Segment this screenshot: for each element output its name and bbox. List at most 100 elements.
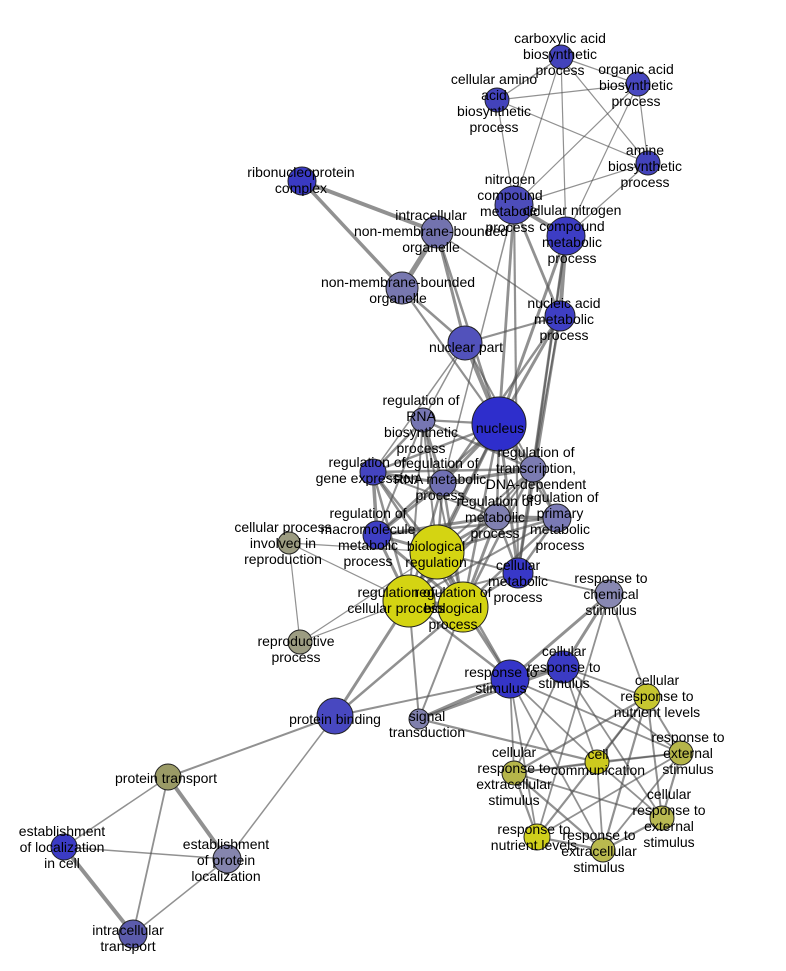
graph-edge-regRNAbio-regcell bbox=[408, 419, 424, 602]
graph-node-sigtrans[interactable] bbox=[408, 708, 430, 730]
graph-edge-respext-cellcomm bbox=[596, 752, 682, 763]
graph-edge-respstim-respextra bbox=[509, 678, 604, 851]
graph-edge-regRNAbio-regbio bbox=[422, 419, 464, 608]
graph-edge-respstim-protbind bbox=[334, 678, 511, 717]
graph-edge-nuclearpart-reggene bbox=[372, 342, 466, 473]
graph-node-cellmet[interactable] bbox=[502, 557, 534, 589]
graph-edge-cellrespnut-respextra bbox=[601, 696, 649, 851]
graph-edge-regprimary-regmacro bbox=[376, 516, 558, 537]
graph-edge-nucleus-regbio bbox=[461, 423, 501, 608]
graph-node-nucleicacid[interactable] bbox=[544, 300, 576, 332]
graph-edge-regtrans-regRNAmet bbox=[442, 467, 534, 485]
graph-node-nmb[interactable] bbox=[385, 271, 419, 305]
graph-edge-reggene-regmet bbox=[372, 471, 498, 518]
graph-node-nuclearpart[interactable] bbox=[447, 325, 483, 361]
graph-edge-cellmet-respchem bbox=[517, 572, 610, 595]
graph-edge-respnut-respext bbox=[536, 752, 682, 838]
graph-edge-prottrans-estprotloc bbox=[166, 775, 229, 861]
graph-edge-nitrogen-cellmet bbox=[512, 204, 520, 574]
graph-node-organic[interactable] bbox=[625, 71, 651, 97]
graph-edge-protbind-estprotloc bbox=[226, 715, 336, 860]
graph-edge-nucleicacid-regtrans bbox=[532, 315, 561, 470]
graph-edge-estprotloc-intratrans bbox=[132, 858, 228, 935]
graph-edge-estloc-intratrans bbox=[62, 845, 135, 936]
graph-node-estloc[interactable] bbox=[50, 833, 78, 861]
graph-node-regcell[interactable] bbox=[382, 574, 436, 628]
graph-node-prottrans[interactable] bbox=[154, 763, 182, 791]
graph-edge-cellrespstim-cellrespextra bbox=[513, 666, 564, 774]
graph-edge-respstim-respnut bbox=[509, 678, 538, 838]
graph-edge-amine-nitrogen bbox=[513, 162, 649, 206]
graph-node-amine[interactable] bbox=[635, 150, 661, 176]
graph-node-regmet[interactable] bbox=[483, 503, 511, 531]
graph-edge-amino-organic bbox=[496, 83, 639, 101]
graph-edge-cellnitrogen-nucleus bbox=[497, 235, 568, 425]
graph-node-respext[interactable] bbox=[668, 740, 694, 766]
graph-node-regprimary[interactable] bbox=[542, 503, 572, 533]
graph-node-repro[interactable] bbox=[287, 629, 313, 655]
graph-edge-cellrespstim-respext bbox=[562, 666, 682, 754]
edge-layer bbox=[62, 56, 683, 936]
graph-node-intranmb[interactable] bbox=[420, 215, 454, 249]
graph-edge-carboxylic-organic bbox=[560, 56, 639, 85]
graph-edge-nitrogen-nucleus bbox=[497, 204, 516, 425]
graph-edge-organic-cellnitrogen bbox=[565, 83, 639, 237]
graph-node-bioreg[interactable] bbox=[409, 524, 465, 580]
graph-edge-ribo-nmb bbox=[300, 179, 404, 290]
graph-edge-intranmb-nucleicacid bbox=[436, 231, 561, 317]
graph-edge-carboxylic-nitrogen bbox=[513, 56, 562, 206]
graph-node-reggene[interactable] bbox=[359, 458, 387, 486]
graph-node-cellrepro[interactable] bbox=[277, 531, 301, 555]
graph-edge-estloc-estprotloc bbox=[63, 846, 228, 860]
graph-node-regtrans[interactable] bbox=[519, 455, 547, 483]
graph-node-nitrogen[interactable] bbox=[494, 185, 534, 225]
graph-edge-prottrans-intratrans bbox=[132, 776, 169, 935]
graph-node-regRNAbio[interactable] bbox=[410, 407, 436, 433]
graph-node-respextra[interactable] bbox=[590, 837, 616, 863]
graph-node-protbind[interactable] bbox=[316, 697, 354, 735]
graph-edge-reggene-regtrans bbox=[372, 467, 534, 474]
graph-edge-nitrogen-nucleicacid bbox=[512, 204, 562, 317]
graph-node-regRNAmet[interactable] bbox=[429, 469, 457, 497]
graph-edge-respextra-cellcomm bbox=[596, 761, 604, 851]
graph-node-amino[interactable] bbox=[484, 87, 510, 113]
graph-edge-cellrespstim-cellcomm bbox=[562, 666, 598, 763]
graph-node-estprotloc[interactable] bbox=[212, 844, 242, 874]
graph-node-respchem[interactable] bbox=[594, 579, 624, 609]
graph-node-carboxylic[interactable] bbox=[548, 44, 574, 70]
graph-node-nucleus[interactable] bbox=[471, 396, 527, 452]
graph-node-regbio[interactable] bbox=[437, 581, 489, 633]
graph-edge-regbio-protbind bbox=[334, 606, 464, 717]
graph-edge-respchem-cellrespnut bbox=[608, 593, 648, 698]
graph-node-respstim[interactable] bbox=[490, 659, 530, 699]
graph-edge-cellrespext-cellcomm bbox=[596, 761, 663, 819]
graph-edge-cellrespstim-sigtrans bbox=[418, 665, 564, 721]
graph-node-intratrans[interactable] bbox=[118, 919, 148, 949]
graph-edge-cellrespextra-cellrespext bbox=[513, 772, 663, 819]
graph-edge-amino-amine bbox=[496, 99, 649, 164]
graph-edge-respchem-respstim bbox=[509, 592, 610, 681]
graph-edge-regRNAbio-regtrans bbox=[422, 418, 534, 471]
label-layer: carboxylic acid biosynthetic processcellul… bbox=[19, 30, 725, 954]
graph-node-cellnitrogen[interactable] bbox=[546, 216, 586, 256]
graph-edge-cellrespextra-respextra bbox=[513, 772, 604, 851]
graph-node-cellrespextra[interactable] bbox=[501, 760, 527, 786]
graph-node-ribo[interactable] bbox=[287, 166, 317, 196]
graph-node-respnut[interactable] bbox=[523, 823, 551, 851]
graph-node-cellrespnut[interactable] bbox=[633, 683, 661, 711]
graph-node-cellrespstim[interactable] bbox=[546, 650, 580, 684]
graph-edge-sigtrans-cellcomm bbox=[418, 717, 598, 764]
graph-node-cellcomm[interactable] bbox=[584, 749, 610, 775]
graph-edge-cellrepro-repro bbox=[288, 542, 301, 643]
graph-edge-cellrespnut-cellcomm bbox=[596, 696, 648, 763]
graph-edge-organic-nitrogen bbox=[513, 83, 639, 206]
graph-edge-cellnitrogen-regtrans bbox=[532, 235, 567, 470]
graph-edge-prottrans-estloc bbox=[63, 776, 169, 848]
graph-edge-carboxylic-amino bbox=[496, 56, 562, 101]
graph-node-regmacro[interactable] bbox=[362, 520, 392, 550]
graph-edge-respchem-respnut bbox=[536, 593, 610, 838]
graph-node-cellrespext[interactable] bbox=[649, 805, 675, 831]
graph-edge-respstim-cellcomm bbox=[509, 678, 598, 763]
